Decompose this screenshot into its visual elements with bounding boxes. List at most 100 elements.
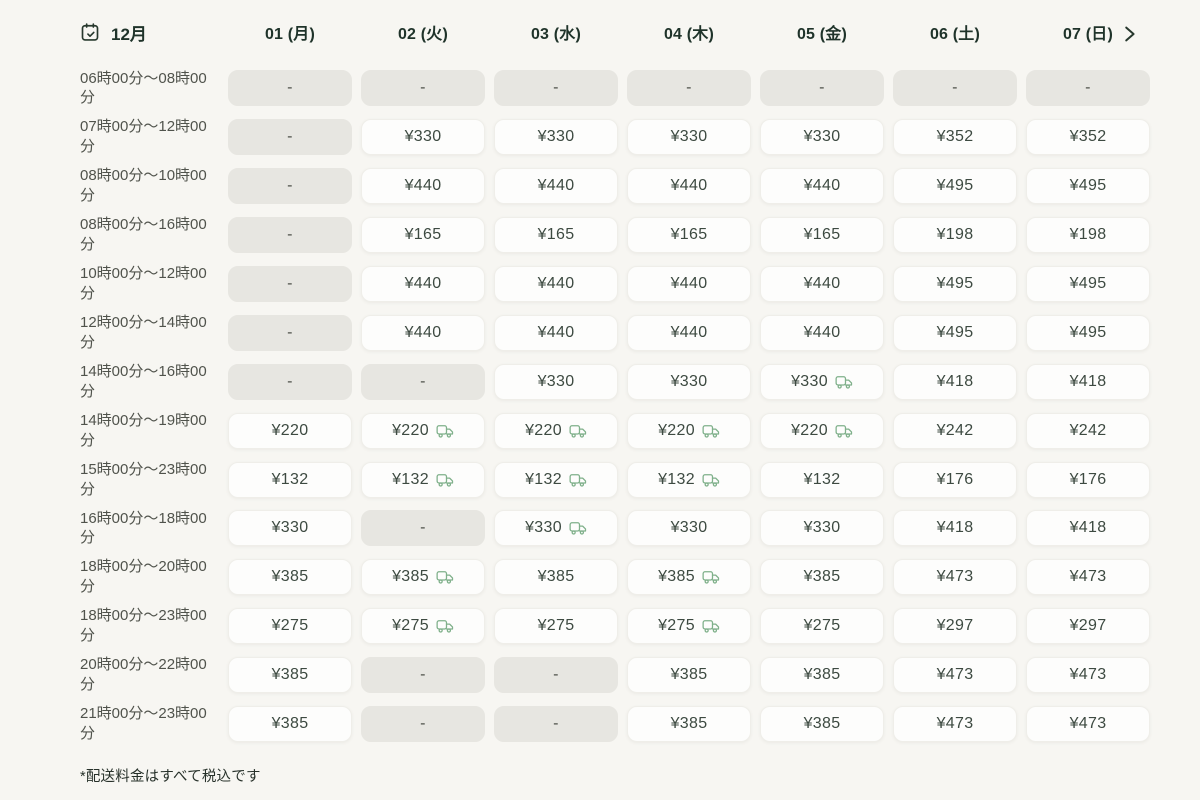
price-label: ¥385 xyxy=(670,715,708,733)
slot-cell[interactable]: ¥418 xyxy=(1026,363,1150,400)
slot-cell[interactable]: ¥220 xyxy=(494,412,618,449)
slot-cell[interactable]: ¥418 xyxy=(893,510,1017,547)
slot-cell[interactable]: ¥440 xyxy=(361,266,485,302)
price-label: ¥385 xyxy=(803,568,841,586)
price-label: ¥385 xyxy=(271,666,309,684)
slot-cell[interactable]: ¥418 xyxy=(893,363,1017,400)
slot-cell[interactable]: ¥198 xyxy=(1026,217,1150,254)
slot-cell[interactable]: ¥385 xyxy=(627,657,751,694)
slot-cell[interactable]: ¥352 xyxy=(893,119,1017,156)
slot-cell[interactable]: ¥440 xyxy=(760,168,884,205)
price-label: ¥495 xyxy=(936,177,974,195)
slot-cell[interactable]: ¥275 xyxy=(228,608,352,645)
slot-cell[interactable]: ¥275 xyxy=(361,608,485,645)
price-label: - xyxy=(287,275,293,292)
slot-cell[interactable]: ¥352 xyxy=(1026,119,1150,156)
slot-cell[interactable]: ¥220 xyxy=(627,412,751,449)
slot-cell[interactable]: ¥330 xyxy=(627,510,751,547)
slot-cell[interactable]: ¥132 xyxy=(228,461,352,498)
slot-cell[interactable]: ¥220 xyxy=(228,412,352,449)
time-slot-label: 20時00分～22時00分 xyxy=(80,656,207,694)
slot-cell[interactable]: ¥297 xyxy=(1026,608,1150,645)
slot-cell[interactable]: ¥440 xyxy=(361,314,485,351)
slot-cell[interactable]: ¥132 xyxy=(760,461,884,498)
slot-cell[interactable]: ¥330 xyxy=(760,119,884,156)
slot-cell[interactable]: ¥330 xyxy=(760,510,884,547)
slot-cell[interactable]: ¥176 xyxy=(1026,461,1150,498)
month-selector[interactable]: 12月 xyxy=(80,20,147,45)
slot-cell[interactable]: ¥165 xyxy=(627,217,751,254)
slot-cell[interactable]: ¥132 xyxy=(494,461,618,498)
slot-cell[interactable]: ¥330 xyxy=(494,119,618,156)
slot-cell[interactable]: ¥385 xyxy=(361,559,485,596)
slot-cell[interactable]: ¥495 xyxy=(893,168,1017,205)
slot-cell[interactable]: ¥473 xyxy=(893,657,1017,694)
slot-cell[interactable]: ¥440 xyxy=(494,314,618,351)
slot-cell[interactable]: ¥297 xyxy=(893,608,1017,645)
price-label: ¥275 xyxy=(392,617,429,635)
slot-cell[interactable]: ¥385 xyxy=(760,706,884,743)
slot-cell[interactable]: ¥440 xyxy=(494,168,618,205)
slot-cell[interactable]: ¥330 xyxy=(494,510,618,547)
slot-cell[interactable]: ¥385 xyxy=(494,559,618,596)
slot-cell[interactable]: ¥330 xyxy=(760,363,884,400)
slot-cell[interactable]: ¥242 xyxy=(1026,412,1150,449)
slot-cell[interactable]: ¥495 xyxy=(893,266,1017,302)
slot-cell[interactable]: ¥165 xyxy=(760,217,884,254)
price-label: ¥330 xyxy=(803,519,841,537)
price-label: ¥275 xyxy=(271,617,309,635)
slot-cell[interactable]: ¥165 xyxy=(494,217,618,254)
slot-cell[interactable]: ¥198 xyxy=(893,217,1017,254)
slot-cell[interactable]: ¥473 xyxy=(893,559,1017,596)
slot-cell[interactable]: ¥330 xyxy=(627,119,751,156)
slot-cell[interactable]: ¥385 xyxy=(228,657,352,694)
table-row: 14時00分～19時00分 ¥220 ¥220 ¥220 ¥220 ¥220 ¥24… xyxy=(80,406,1150,455)
slot-cell[interactable]: ¥132 xyxy=(361,461,485,498)
slot-cell[interactable]: ¥440 xyxy=(627,266,751,302)
slot-cell[interactable]: ¥440 xyxy=(361,168,485,205)
slot-cell[interactable]: ¥440 xyxy=(494,266,618,302)
slot-cell[interactable]: ¥473 xyxy=(1026,559,1150,596)
slot-cell[interactable]: ¥495 xyxy=(1026,168,1150,205)
slot-cell-disabled: - xyxy=(228,266,352,302)
slot-cell[interactable]: ¥132 xyxy=(627,461,751,498)
price-label: ¥440 xyxy=(404,323,442,341)
slot-cell[interactable]: ¥385 xyxy=(627,559,751,596)
table-row: 15時00分～23時00分 ¥132 ¥132 ¥132 ¥132 ¥132 ¥176… xyxy=(80,455,1150,504)
slot-cell[interactable]: ¥385 xyxy=(228,706,352,743)
price-label: ¥242 xyxy=(1069,421,1107,439)
next-week-button[interactable] xyxy=(1116,21,1142,50)
slot-cell[interactable]: ¥275 xyxy=(627,608,751,645)
slot-cell[interactable]: ¥220 xyxy=(760,412,884,449)
slot-cell[interactable]: ¥495 xyxy=(1026,266,1150,302)
slot-cell[interactable]: ¥330 xyxy=(627,363,751,400)
slot-cell[interactable]: ¥385 xyxy=(627,706,751,743)
slot-cell-disabled: - xyxy=(361,510,485,547)
slot-cell[interactable]: ¥385 xyxy=(228,559,352,596)
slot-cell[interactable]: ¥473 xyxy=(893,706,1017,743)
slot-cell[interactable]: ¥275 xyxy=(494,608,618,645)
slot-cell[interactable]: ¥220 xyxy=(361,412,485,449)
slot-cell[interactable]: ¥242 xyxy=(893,412,1017,449)
price-label: - xyxy=(287,177,293,195)
slot-cell-disabled: - xyxy=(361,706,485,743)
slot-cell[interactable]: ¥330 xyxy=(494,363,618,400)
price-label: ¥473 xyxy=(936,715,974,733)
slot-cell[interactable]: ¥473 xyxy=(1026,706,1150,743)
slot-cell[interactable]: ¥385 xyxy=(760,657,884,694)
slot-cell[interactable]: ¥440 xyxy=(760,266,884,302)
price-label: ¥165 xyxy=(803,226,841,244)
slot-cell[interactable]: ¥495 xyxy=(1026,314,1150,351)
slot-cell[interactable]: ¥473 xyxy=(1026,657,1150,694)
slot-cell[interactable]: ¥440 xyxy=(627,168,751,205)
slot-cell[interactable]: ¥330 xyxy=(361,119,485,156)
slot-cell[interactable]: ¥418 xyxy=(1026,510,1150,547)
slot-cell[interactable]: ¥385 xyxy=(760,559,884,596)
slot-cell[interactable]: ¥440 xyxy=(627,314,751,351)
slot-cell[interactable]: ¥440 xyxy=(760,314,884,351)
slot-cell[interactable]: ¥165 xyxy=(361,217,485,254)
slot-cell[interactable]: ¥176 xyxy=(893,461,1017,498)
slot-cell[interactable]: ¥330 xyxy=(228,510,352,547)
slot-cell[interactable]: ¥495 xyxy=(893,314,1017,351)
slot-cell[interactable]: ¥275 xyxy=(760,608,884,645)
